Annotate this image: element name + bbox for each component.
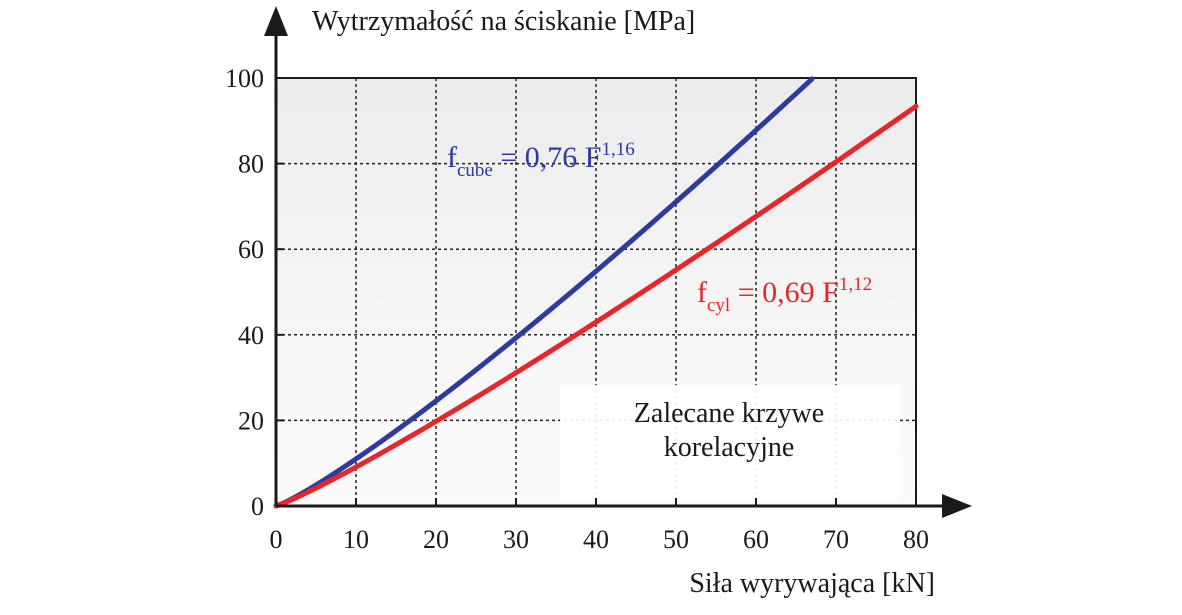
formula-cyl-subscript: cyl [707,295,730,316]
x-tick-label: 40 [583,525,609,554]
formula-cube: fcube = 0,76 F1,16 [447,139,635,181]
series-layer [273,76,919,509]
series-line-f-cyl [273,103,919,509]
x-tick-label: 10 [343,525,369,554]
formula-cube-subscript: cube [457,160,493,181]
formula-cyl-exponent: 1,12 [839,274,872,295]
x-axis-title: Siła wyrywająca [kN] [689,568,935,599]
y-axis-arrow-icon [264,6,288,36]
x-tick-label: 50 [663,525,689,554]
annotation-line-1: Zalecane krzywe [634,398,824,429]
formula-cyl-base: f [697,276,707,309]
formula-cube-exponent: 1,16 [601,139,634,160]
x-tick-label: 20 [423,525,449,554]
x-tick-label: 30 [503,525,529,554]
y-tick-label: 60 [238,235,264,264]
formula-cyl-equals: = 0,69 F [730,276,839,309]
formula-cube-equals: = 0,76 F [493,141,602,174]
formula-cyl: fcyl = 0,69 F1,12 [697,274,872,316]
y-tick-label: 0 [251,492,264,521]
x-tick-labels: 0 10 20 30 40 50 60 70 80 [270,498,929,554]
y-tick-label: 80 [238,150,264,179]
annotation-backdrop [560,385,900,500]
y-tick-label: 100 [225,64,264,93]
x-tick-label: 80 [903,525,929,554]
formula-cube-base: f [447,141,457,174]
x-tick-label: 0 [270,525,283,554]
x-tick-label: 60 [743,525,769,554]
y-tick-labels: 0 20 40 60 80 100 [225,64,284,521]
y-tick-label: 40 [238,321,264,350]
series-line-f-cube [273,76,815,509]
x-tick-label: 70 [823,525,849,554]
x-axis-arrow-icon [942,494,972,518]
y-tick-label: 20 [238,406,264,435]
annotation-line-2: korelacyjne [664,432,795,463]
y-axis-title: Wytrzymałość na ściskanie [MPa] [312,6,695,37]
